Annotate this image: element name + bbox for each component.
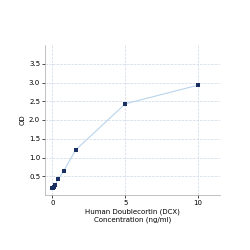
Point bbox=[196, 83, 200, 87]
Point bbox=[50, 186, 54, 190]
Y-axis label: OD: OD bbox=[20, 115, 26, 125]
Point bbox=[56, 177, 60, 181]
Point bbox=[74, 148, 78, 152]
Point bbox=[52, 185, 56, 189]
Point bbox=[123, 102, 127, 106]
X-axis label: Human Doublecortin (DCX)
Concentration (ng/ml): Human Doublecortin (DCX) Concentration (… bbox=[85, 209, 180, 223]
Point bbox=[53, 183, 57, 187]
Point bbox=[62, 168, 66, 172]
Point bbox=[51, 186, 55, 190]
